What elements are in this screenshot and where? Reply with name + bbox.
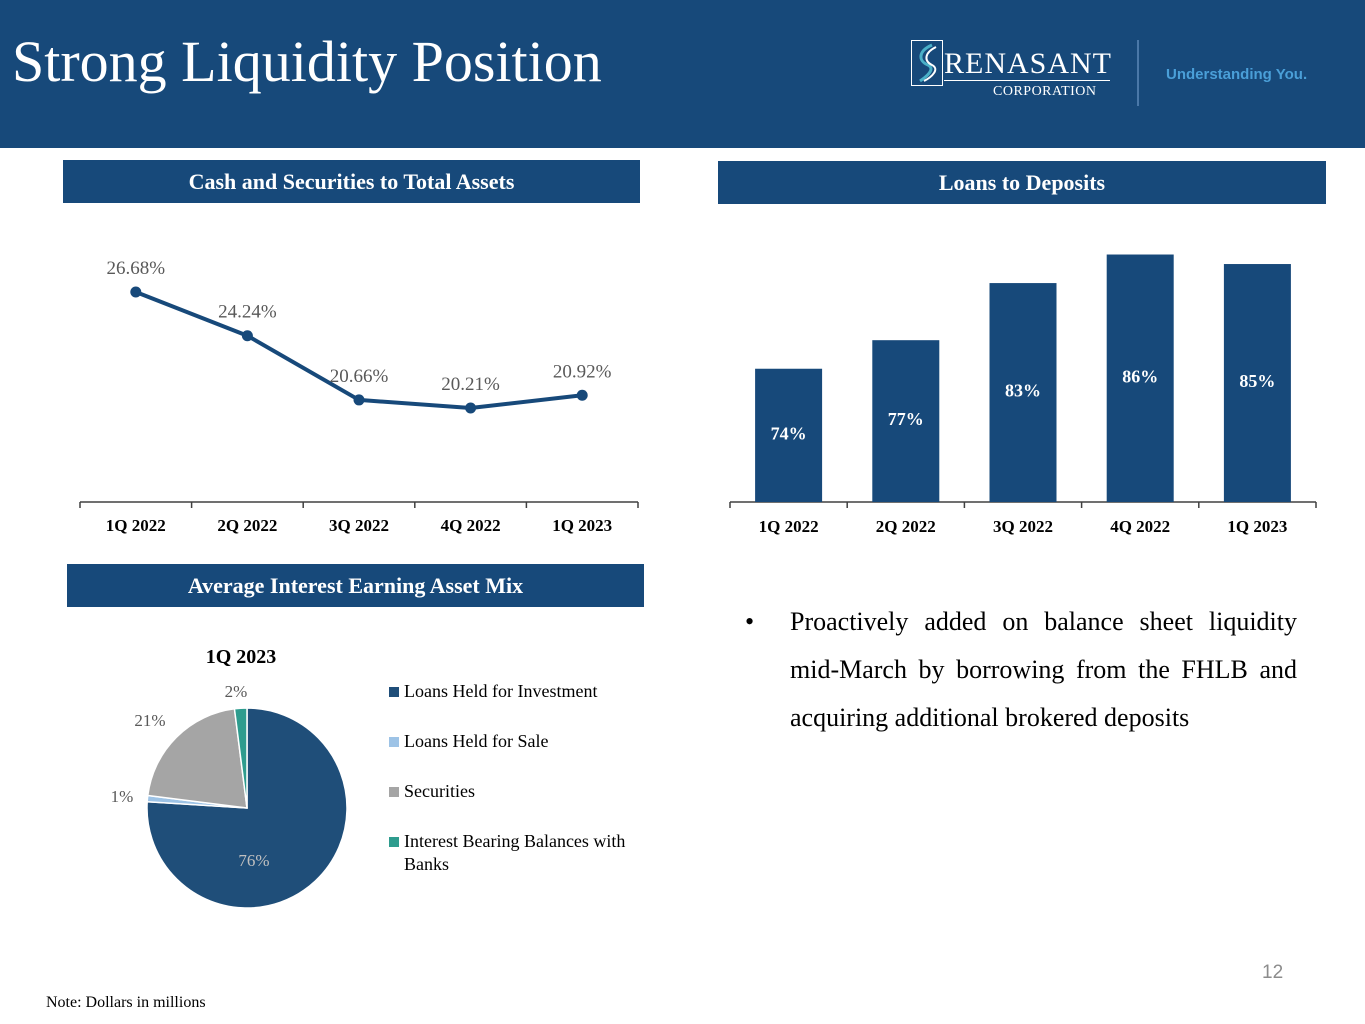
tagline: Understanding You. (1166, 66, 1308, 83)
header-banner: Strong Liquidity Position RENASANT CORPO… (0, 0, 1365, 148)
line-chart-category-label: 1Q 2022 (106, 516, 166, 535)
logo-divider (1137, 40, 1139, 106)
line-chart-category-label: 4Q 2022 (441, 516, 501, 535)
line-chart-point (576, 389, 588, 401)
legend-swatch (389, 737, 399, 747)
bullet-text: Proactively added on balance sheet liqui… (790, 607, 1297, 732)
bullet-symbol: • (745, 607, 755, 636)
legend-swatch (389, 687, 399, 697)
section-title-loans-deposits: Loans to Deposits (718, 161, 1326, 204)
legend-swatch (389, 837, 399, 847)
logo-rule (944, 80, 1110, 81)
legend-label: Interest Bearing Balances with Banks (404, 831, 626, 874)
legend-label: Securities (404, 781, 475, 801)
page-title: Strong Liquidity Position (12, 29, 602, 94)
footnote: Note: Dollars in millions (46, 994, 206, 1011)
line-chart-category-label: 3Q 2022 (329, 516, 389, 535)
line-chart-point (130, 286, 142, 298)
page-number: 12 (1262, 962, 1284, 983)
line-chart-data-label: 20.21% (441, 374, 500, 395)
line-chart-data-label: 20.92% (553, 361, 612, 382)
line-chart-category-label: 1Q 2023 (552, 516, 612, 535)
logo-subtitle: CORPORATION (993, 84, 1097, 99)
section-title-asset-mix: Average Interest Earning Asset Mix (67, 564, 644, 607)
line-chart-point (465, 402, 477, 414)
renasant-logo-icon (911, 40, 943, 86)
line-chart-data-label: 24.24% (218, 302, 277, 323)
legend-swatch (389, 787, 399, 797)
section-title-cash-securities: Cash and Securities to Total Assets (63, 160, 640, 203)
line-chart-point (241, 330, 253, 342)
legend-label: Loans Held for Sale (404, 731, 549, 751)
line-chart-data-label: 26.68% (107, 258, 166, 279)
line-chart-series (135, 290, 583, 410)
logo-name: RENASANT (944, 47, 1113, 80)
legend-label: Loans Held for Investment (404, 681, 598, 701)
line-chart-category-label: 2Q 2022 (217, 516, 277, 535)
line-chart-data-label: 20.66% (330, 366, 389, 387)
line-chart-point (353, 394, 365, 406)
